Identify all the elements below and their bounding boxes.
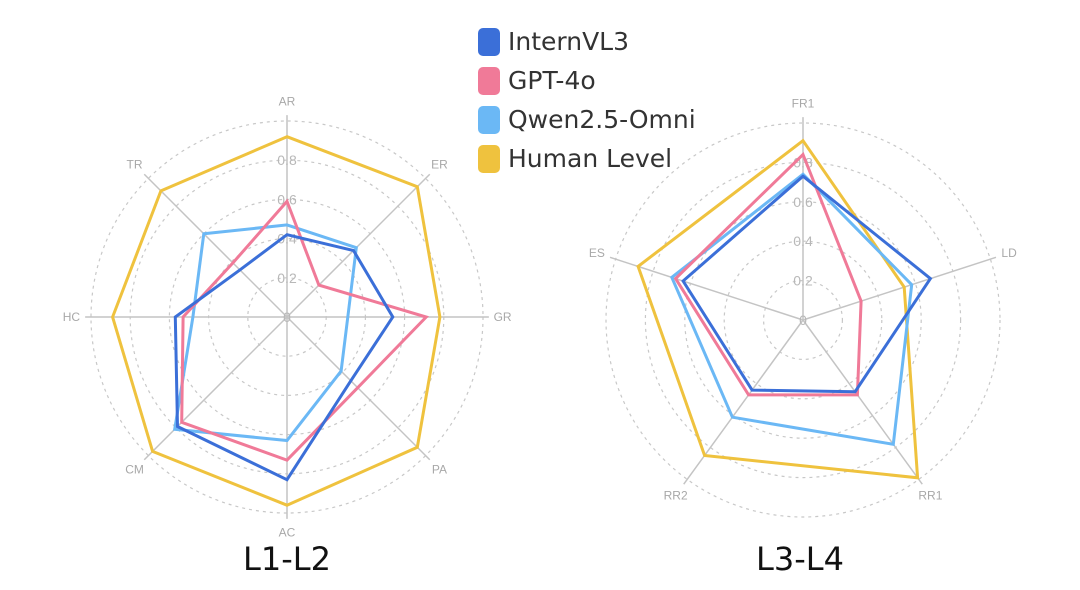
chart-title-l3-l4: L3-L4: [756, 540, 844, 578]
axis-label: RR2: [664, 488, 688, 502]
legend-label: Human Level: [508, 144, 673, 173]
axis-line: [143, 316, 288, 461]
tick-label: 0.8: [277, 152, 297, 168]
axis-label: LD: [1001, 246, 1017, 260]
axis-label: RR1: [918, 488, 942, 502]
chart-title-l1-l2: L1-L2: [243, 540, 331, 578]
axis-label: GR: [494, 310, 512, 324]
series-internvl3: [173, 233, 395, 482]
legend-swatch: [478, 27, 500, 56]
tick-label: 0.2: [793, 273, 813, 289]
legend: InternVL3 GPT-4o Qwen2.5-Omni Human Leve…: [478, 22, 696, 178]
grid-ring: [684, 201, 922, 439]
axis-line: [802, 319, 923, 485]
legend-item-qwen: Qwen2.5-Omni: [478, 100, 696, 139]
axis-line: [609, 256, 804, 321]
legend-item-gpt4o: GPT-4o: [478, 61, 696, 100]
axis-label: PA: [432, 462, 447, 476]
axis-label: AR: [279, 94, 296, 108]
legend-swatch: [478, 105, 500, 134]
axis-label: CM: [125, 462, 144, 476]
tick-label: 0: [799, 312, 807, 328]
series-human-level: [636, 138, 920, 480]
axis-line: [802, 256, 997, 321]
axis-line: [143, 173, 288, 318]
axis-line: [286, 173, 431, 318]
axis-label: HC: [63, 310, 81, 324]
tick-label: 0.6: [793, 194, 813, 210]
grid-ring: [723, 240, 883, 400]
grid-ring: [762, 280, 843, 361]
legend-swatch: [478, 66, 500, 95]
axis-label: FR1: [792, 96, 815, 110]
legend-swatch: [478, 144, 500, 173]
legend-item-internvl3: InternVL3: [478, 22, 696, 61]
axis-label: AC: [279, 526, 296, 540]
legend-item-human: Human Level: [478, 139, 696, 178]
series-internvl3: [681, 174, 933, 394]
axis-label: TR: [127, 158, 143, 172]
series-human-level: [111, 135, 442, 507]
tick-label: 0.4: [793, 233, 813, 249]
axis-label: ES: [589, 246, 605, 260]
legend-label: InternVL3: [508, 27, 630, 56]
series-gpt-4o: [673, 151, 863, 397]
tick-label: 0.2: [277, 270, 297, 286]
axis-label: ER: [431, 158, 448, 172]
series-qwen2-5-omni: [172, 223, 358, 443]
grid-ring: [605, 122, 1001, 518]
series-gpt-4o: [180, 198, 429, 462]
tick-label: 0: [283, 309, 291, 325]
legend-label: GPT-4o: [508, 66, 596, 95]
legend-label: Qwen2.5-Omni: [508, 105, 696, 134]
